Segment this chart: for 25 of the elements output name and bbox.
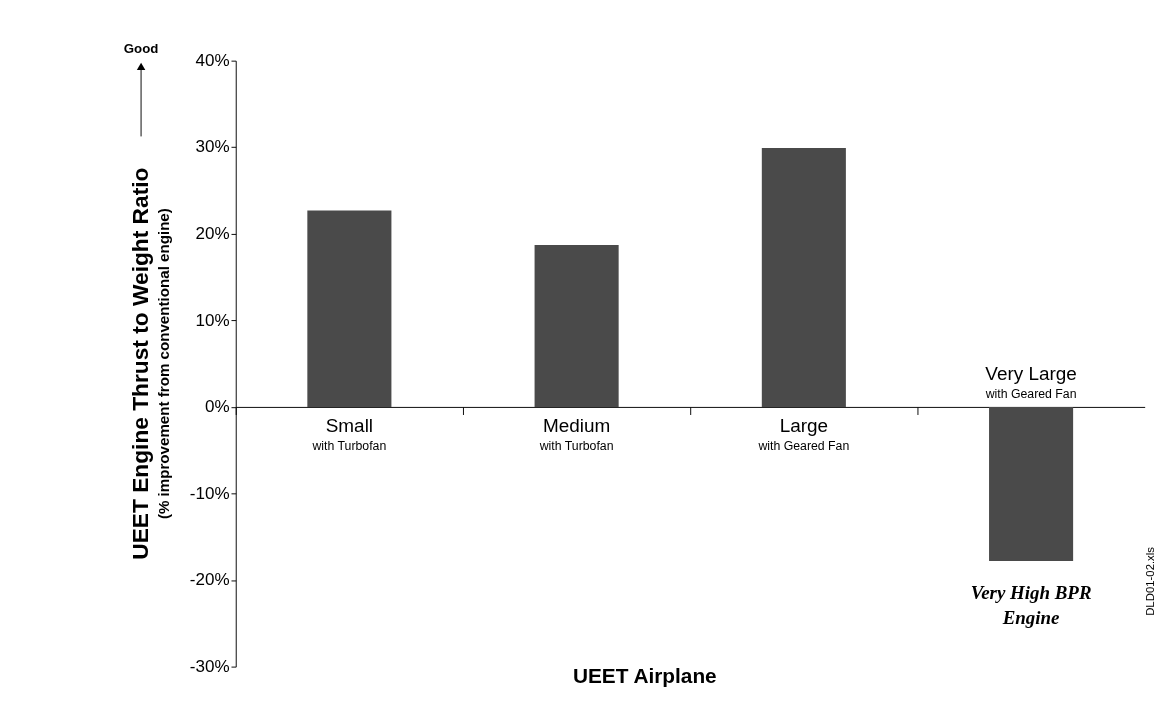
annotation: DLD01-02.xls [1144,546,1157,616]
bar [989,406,1074,562]
y-tick-label: 0% [204,397,230,417]
bar [307,210,392,407]
y-tick-label: 10% [195,310,230,330]
text: Good [123,41,159,57]
x-axis-title: UEET Airplane [572,663,717,687]
annotation: with Geared Fan [757,439,850,454]
annotation: with Turbofan [538,439,614,454]
x-tick-label: Small [325,414,374,436]
bar [534,245,619,407]
bar [761,148,846,407]
annotation: with Geared Fan [984,387,1077,402]
y-tick-label: 40% [195,50,230,70]
y-tick-label: -30% [189,656,230,676]
annotation: Very High BPR Engine [970,581,1092,628]
x-tick-label: Large [779,414,829,436]
y-tick-label: -20% [189,570,230,590]
x-tick-label: Very Large [985,363,1077,385]
y-tick-label: 20% [195,224,230,244]
annotation: with Turbofan [311,439,387,454]
y-tick-label: -10% [189,483,230,503]
y-tick-label: 30% [195,137,230,157]
y-axis-title: UEET Engine Thrust to Weight Ratio (% improvement from conventional engine) [126,167,172,560]
x-tick-label: Medium [542,414,611,436]
